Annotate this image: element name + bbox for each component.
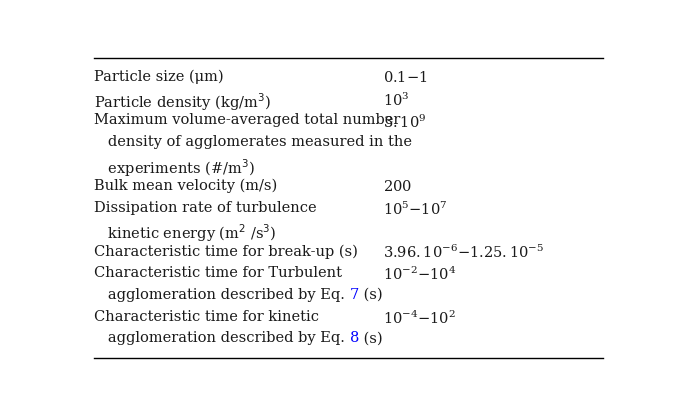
Text: $200$: $200$ [384,179,412,194]
Text: Particle size (μm): Particle size (μm) [95,70,224,84]
Text: Particle density (kg/m$^3$): Particle density (kg/m$^3$) [95,92,271,113]
Text: Characteristic time for Turbulent: Characteristic time for Turbulent [95,266,342,280]
Text: Maximum volume-averaged total number: Maximum volume-averaged total number [95,113,401,128]
Text: experiments (#/m$^3$): experiments (#/m$^3$) [95,157,255,179]
Text: 8: 8 [350,331,359,345]
Text: (s): (s) [359,288,383,302]
Text: 7: 7 [350,288,359,302]
Text: $10^3$: $10^3$ [384,92,410,109]
Text: $3.96{.}10^{-6}{-}1.25{.}10^{-5}$: $3.96{.}10^{-6}{-}1.25{.}10^{-5}$ [384,244,545,261]
Text: $10^{-2}{-}10^4$: $10^{-2}{-}10^4$ [384,266,457,283]
Text: kinetic energy (m$^2$ /s$^3$): kinetic energy (m$^2$ /s$^3$) [95,222,277,244]
Text: $10^{-4}{-}10^2$: $10^{-4}{-}10^2$ [384,310,456,327]
Text: $10^5{-}10^7$: $10^5{-}10^7$ [384,201,448,218]
Text: Dissipation rate of turbulence: Dissipation rate of turbulence [95,201,317,215]
Text: Characteristic time for kinetic: Characteristic time for kinetic [95,310,320,324]
Text: agglomeration described by Eq.: agglomeration described by Eq. [95,331,350,345]
Text: Bulk mean velocity (m/s): Bulk mean velocity (m/s) [95,179,277,193]
Text: (s): (s) [359,331,383,345]
Text: density of agglomerates measured in the: density of agglomerates measured in the [95,135,412,149]
Text: agglomeration described by Eq.: agglomeration described by Eq. [95,288,350,302]
Text: $0.1{-}1$: $0.1{-}1$ [384,70,428,85]
Text: $3{.}10^9$: $3{.}10^9$ [384,113,426,131]
Text: Characteristic time for break-up (s): Characteristic time for break-up (s) [95,244,358,258]
